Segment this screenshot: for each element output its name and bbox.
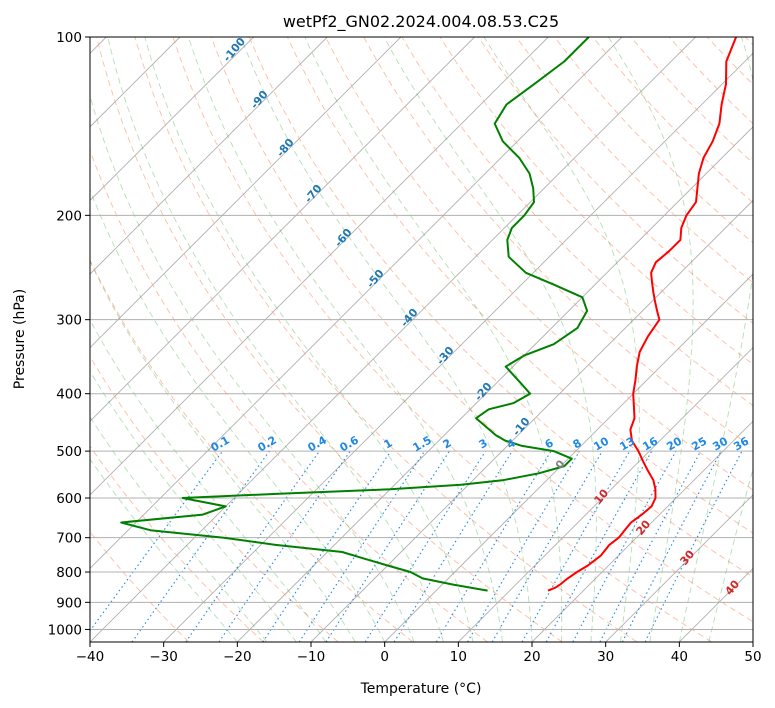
dry-adiabat-line (286, 37, 753, 534)
mixing-ratio-line (325, 450, 450, 642)
y-tick-label: 600 (56, 491, 82, 507)
mixing-ratio-line (185, 450, 320, 642)
moist-adiabat-line (90, 370, 297, 642)
mixing-ratio-line (298, 450, 426, 642)
moist-adiabat-line (144, 37, 474, 642)
y-tick-label: 300 (56, 313, 82, 329)
isotherm-line (90, 37, 623, 570)
moist-adiabat-line (483, 37, 640, 642)
mixing-ratio-line (364, 450, 487, 642)
dry-adiabat-line (172, 37, 712, 642)
dry-adiabat-line (515, 37, 753, 284)
moist-adiabat-line (90, 188, 386, 642)
temperature-line (547, 37, 738, 592)
y-tick-label: 100 (56, 30, 82, 46)
isotherm-line (384, 273, 753, 642)
moist-adiabat-line (678, 37, 753, 642)
moist-adiabat-line (708, 466, 753, 642)
moist-adiabat-line (240, 37, 533, 642)
x-tick-label: 40 (671, 649, 688, 665)
mixing-ratio-line (467, 450, 581, 642)
y-tick-label: 400 (56, 387, 82, 403)
mixing-ratio-line (435, 450, 552, 642)
mixing-ratio-line (599, 450, 702, 642)
dry-adiabat-line (248, 37, 753, 578)
y-tick-label: 200 (56, 208, 82, 224)
mixing-ratio-line (393, 450, 513, 642)
moist-adiabat-line (90, 416, 268, 642)
isotherm-line (90, 37, 328, 275)
profiles (120, 37, 738, 592)
moist-adiabat-line (90, 94, 415, 642)
x-axis-label: Temperature (°C) (360, 681, 482, 697)
dry-adiabat-line (325, 37, 753, 491)
x-tick-label: 20 (523, 649, 540, 665)
isotherm-line (90, 37, 402, 349)
isotherm-line (90, 37, 696, 642)
x-tick-label: −10 (297, 649, 326, 665)
x-tick-label: 0 (380, 649, 389, 665)
isotherm-line (236, 126, 753, 642)
isotherm-line (90, 37, 475, 422)
mixing-ratio-line (262, 450, 392, 642)
background-lines (90, 37, 753, 642)
y-tick-label: 500 (56, 444, 82, 460)
isotherm-line (457, 346, 753, 642)
plot-frame (89, 36, 754, 643)
y-tick-label: 800 (56, 565, 82, 581)
moist-adiabat-line (383, 37, 597, 642)
pressure-gridlines (90, 37, 753, 630)
x-tick-label: 50 (744, 649, 761, 665)
x-tick-label: −20 (223, 649, 252, 665)
mixing-ratio-line (218, 450, 351, 642)
chart-title: wetPf2_GN02.2024.004.08.53.C25 (283, 12, 559, 32)
dry-adiabat-line (90, 445, 264, 642)
y-tick-label: 900 (56, 595, 82, 611)
moist-adiabat-line (90, 319, 327, 642)
mixing-ratio-line (572, 450, 677, 642)
moist-adiabat-line (90, 458, 238, 642)
isotherm-line (605, 494, 753, 642)
moist-adiabat-line (607, 37, 694, 642)
isotherm-line (531, 420, 753, 642)
dry-adiabat-line (96, 37, 563, 642)
isotherm-line (90, 37, 549, 496)
x-axis: −40 −30 −20 −10 0 10 20 30 40 50 (76, 642, 762, 665)
x-tick-label: −40 (76, 649, 105, 665)
x-tick-label: 10 (450, 649, 467, 665)
dewpoint-line (120, 37, 590, 592)
moist-adiabat-line (304, 37, 563, 642)
isotherm-line (163, 52, 753, 642)
moist-adiabat-line (188, 37, 503, 642)
moist-adiabat-line (107, 37, 445, 642)
isotherm-line (90, 37, 254, 202)
x-tick-label: −30 (149, 649, 178, 665)
x-tick-label: 30 (597, 649, 614, 665)
dry-adiabat-line (210, 37, 753, 623)
y-axis: 100 200 300 400 500 600 700 800 900 1000 (48, 30, 90, 638)
moist-adiabat-line (90, 260, 356, 642)
y-tick-label: 700 (56, 531, 82, 547)
y-axis-label: Pressure (hPa) (12, 289, 28, 389)
dry-adiabat-line (90, 259, 414, 642)
y-tick-label: 1000 (48, 622, 82, 638)
